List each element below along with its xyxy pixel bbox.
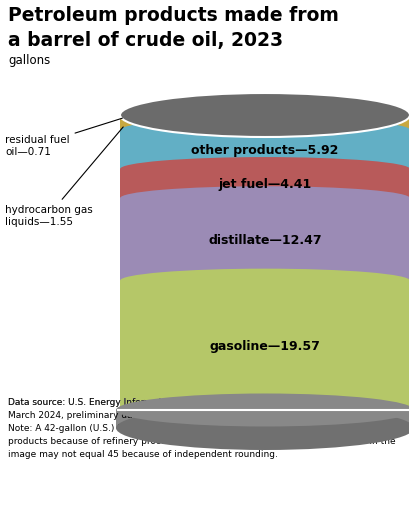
Text: Data source: U.S. Energy Information Administration,: Data source: U.S. Energy Information Adm… <box>8 397 251 406</box>
Text: hydrocarbon gas
liquids—1.55: hydrocarbon gas liquids—1.55 <box>5 128 123 226</box>
Text: distillate—12.47: distillate—12.47 <box>208 233 321 246</box>
Text: Data source: U.S. Energy Information Administration, Petroleum Supply Monthly,: Data source: U.S. Energy Information Adm… <box>8 397 372 406</box>
Text: jet fuel—4.41: jet fuel—4.41 <box>218 178 311 191</box>
Polygon shape <box>116 410 409 428</box>
Text: Note: A 42-gallon (U.S.) barrel of crude oil yields about 45 gallons of petroleu: Note: A 42-gallon (U.S.) barrel of crude… <box>8 423 366 432</box>
Text: image may not equal 45 because of independent rounding.: image may not equal 45 because of indepe… <box>8 449 277 458</box>
Ellipse shape <box>120 94 409 138</box>
Ellipse shape <box>120 158 409 182</box>
Text: Data source: U.S. Energy Information Administration,: Data source: U.S. Energy Information Adm… <box>8 397 251 406</box>
Text: gallons: gallons <box>8 54 50 67</box>
Ellipse shape <box>120 269 409 293</box>
Text: a barrel of crude oil, 2023: a barrel of crude oil, 2023 <box>8 31 283 50</box>
Polygon shape <box>120 199 409 281</box>
Polygon shape <box>120 116 409 121</box>
Text: residual fuel
oil—0.71: residual fuel oil—0.71 <box>5 119 122 157</box>
Polygon shape <box>120 131 409 170</box>
Text: Petroleum products made from: Petroleum products made from <box>8 6 338 25</box>
Ellipse shape <box>120 187 409 211</box>
Polygon shape <box>120 281 409 410</box>
Ellipse shape <box>116 406 409 450</box>
Ellipse shape <box>116 394 409 427</box>
Text: ,: , <box>329 397 332 406</box>
Ellipse shape <box>120 119 409 142</box>
Text: other products—5.92: other products—5.92 <box>191 144 338 157</box>
Polygon shape <box>120 170 409 199</box>
Text: March 2024, preliminary data: March 2024, preliminary data <box>8 410 142 419</box>
Polygon shape <box>120 121 409 131</box>
Text: gasoline—19.57: gasoline—19.57 <box>209 339 320 352</box>
Text: products because of refinery processing gain. The sum of the product amounts in : products because of refinery processing … <box>8 436 395 445</box>
Text: Petroleum Supply Monthly: Petroleum Supply Monthly <box>213 397 331 406</box>
Ellipse shape <box>120 109 409 132</box>
